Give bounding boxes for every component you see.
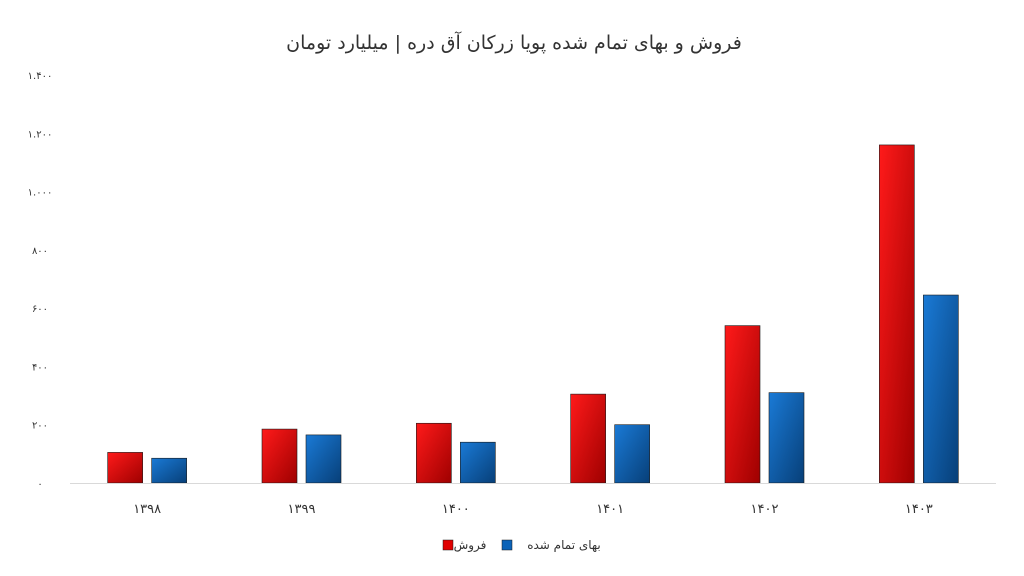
x-tick-label: ۱۴۰۱	[596, 502, 624, 517]
bar-cost	[151, 457, 187, 484]
chart-title: فروش و بهای تمام شده پویا زرکان آق دره |…	[286, 30, 742, 54]
x-axis-ticks: ۱۳۹۸ ۱۳۹۹ ۱۴۰۰ ۱۴۰۱ ۱۴۰۲ ۱۴۰۳	[133, 502, 933, 517]
x-tick-label: ۱۴۰۰	[442, 502, 470, 517]
bar-sales	[570, 393, 606, 484]
y-tick-label: ۸۰۰	[32, 246, 48, 257]
bar-sales	[416, 422, 452, 484]
legend: فروش بهای تمام شده	[442, 538, 601, 553]
x-tick-label: ۱۳۹۹	[288, 502, 316, 517]
bar-cost	[305, 434, 342, 484]
x-tick-label: ۱۳۹۸	[133, 502, 161, 517]
y-tick-label: ۲۰۰	[32, 421, 48, 432]
bar-sales	[107, 452, 143, 484]
x-tick-label: ۱۴۰۲	[751, 502, 779, 517]
bar-sales	[724, 325, 761, 484]
bar-cost	[768, 392, 805, 484]
legend-swatch	[501, 539, 513, 551]
bar-sales	[261, 428, 298, 484]
legend-label: فروش	[454, 538, 487, 553]
bar-cost	[614, 424, 650, 484]
x-tick-label: ۱۴۰۳	[905, 502, 933, 517]
bar-cost	[923, 294, 959, 484]
bars	[107, 144, 959, 484]
y-axis-ticks: ۰ ۲۰۰ ۴۰۰ ۶۰۰ ۸۰۰ ۱.۰۰۰ ۱.۲۰۰ ۱.۴۰۰	[28, 71, 53, 490]
y-tick-label: ۱.۲۰۰	[28, 129, 53, 140]
legend-label: بهای تمام شده	[527, 538, 601, 552]
bar-sales	[879, 144, 915, 484]
legend-swatch	[442, 539, 454, 551]
y-tick-label: ۱.۰۰۰	[28, 188, 53, 199]
y-tick-label: ۴۰۰	[32, 362, 48, 373]
y-tick-label: ۱.۴۰۰	[28, 71, 53, 82]
bar-cost	[460, 441, 496, 484]
y-tick-label: ۰	[37, 479, 42, 490]
y-tick-label: ۶۰۰	[32, 304, 48, 315]
